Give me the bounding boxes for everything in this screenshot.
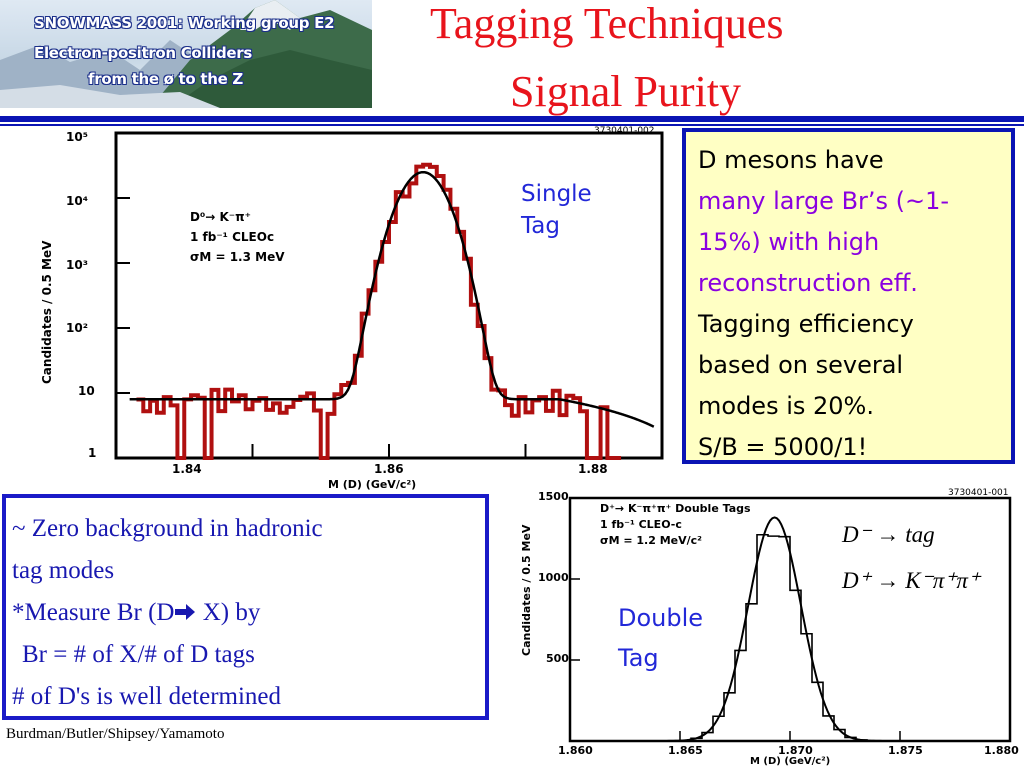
y-tick-label: 10 xyxy=(78,384,95,398)
info-line: Br = # of X/# of D tags xyxy=(22,641,255,668)
double-tag-label-line: Tag xyxy=(618,644,659,672)
legend-resolution: σM = 1.3 MeV xyxy=(190,250,285,264)
x-tick-label: 1.86 xyxy=(374,462,404,476)
conference-banner: SNOWMASS 2001: Working group E2 Electron… xyxy=(0,0,372,108)
description-line: based on several xyxy=(698,351,904,379)
y-tick-label: 10² xyxy=(66,321,88,335)
info-line: tag modes xyxy=(12,557,115,584)
single-tag-label-line: Tag xyxy=(521,213,560,239)
x-tick-label: 1.84 xyxy=(172,462,202,476)
equation-decay: D⁺ → K⁻π⁺π⁺ xyxy=(842,568,981,593)
title-divider-thin xyxy=(0,124,1024,126)
legend-resolution: σM = 1.2 MeV/c² xyxy=(600,534,702,547)
legend-luminosity: 1 fb⁻¹ CLEOc xyxy=(190,230,275,244)
x-tick-label: 1.865 xyxy=(668,744,703,757)
plot-id-tag: 3730401-002 xyxy=(594,126,655,136)
author-footer: Burdman/Butler/Shipsey/Yamamoto xyxy=(6,726,225,742)
description-line: S/B = 5000/1! xyxy=(698,433,868,461)
description-line: D mesons have xyxy=(698,146,884,174)
single-tag-histogram xyxy=(114,131,664,460)
x-tick-label: 1.860 xyxy=(558,744,593,757)
y-tick-label: 10⁴ xyxy=(66,194,88,208)
y-axis-label: Candidates / 0.5 MeV xyxy=(520,524,533,656)
equation-tag: D⁻ → tag xyxy=(842,522,935,547)
single-tag-fit-curve xyxy=(129,170,655,428)
info-line: # of D's is well determined xyxy=(12,683,282,710)
legend-decay: D⁰→ K⁻π⁺ xyxy=(190,210,251,224)
banner-line-3: from the ø to the Z xyxy=(88,70,243,88)
title-divider xyxy=(0,116,1024,122)
description-line-highlight: 15%) with high xyxy=(698,228,880,256)
info-box: ~ Zero background in hadronic tag modes … xyxy=(2,494,489,720)
double-tag-label: Double Tag xyxy=(618,598,738,678)
y-tick-label: 1 xyxy=(88,446,97,460)
y-tick-label: 500 xyxy=(546,652,569,665)
description-line: Tagging efficiency xyxy=(698,310,914,338)
right-arrow-icon xyxy=(175,604,196,620)
x-tick-label: 1.880 xyxy=(984,744,1019,757)
description-line-highlight: many large Br’s (~1- xyxy=(698,187,950,215)
info-line-part: *Measure Br (D xyxy=(12,599,175,626)
description-line-highlight: reconstruction eff. xyxy=(698,269,918,297)
y-tick-label: 10⁵ xyxy=(66,130,88,144)
y-tick-label: 10³ xyxy=(66,258,88,272)
double-tag-plot: Candidates / 0.5 MeV 1500 1000 500 1.860… xyxy=(508,486,1024,768)
double-tag-label-line: Double xyxy=(618,604,704,632)
description-box: D mesons have many large Br’s (~1- 15%) … xyxy=(682,128,1015,464)
info-line-part: X) by xyxy=(196,599,261,626)
x-tick-label: 1.875 xyxy=(888,744,923,757)
mountain-image xyxy=(0,0,372,108)
x-axis-label: M (D) (GeV/c²) xyxy=(328,478,417,491)
legend-decay: D⁺→ K⁻π⁺π⁺ Double Tags xyxy=(600,502,751,515)
plot-id-tag: 3730401-001 xyxy=(948,488,1009,498)
single-tag-label-line: Single xyxy=(521,181,592,207)
double-tag-fit-curve xyxy=(625,516,933,742)
y-tick-label: 1000 xyxy=(538,571,569,584)
y-tick-label: 1500 xyxy=(538,490,569,503)
banner-line-2: Electron-positron Colliders xyxy=(34,44,252,62)
y-axis-label: Candidates / 0.5 MeV xyxy=(40,240,54,384)
single-tag-plot: Candidates / 0.5 MeV 10⁵ 10⁴ 10³ 10² 10 … xyxy=(38,126,666,491)
x-tick-label: 1.870 xyxy=(778,744,813,757)
info-line-measure: *Measure Br (D X) by xyxy=(12,592,485,634)
slide-title-line-1: Tagging Techniques xyxy=(430,0,784,48)
description-line: modes is 20%. xyxy=(698,392,874,420)
x-tick-label: 1.88 xyxy=(578,462,608,476)
info-line: ~ Zero background in hadronic xyxy=(12,515,323,542)
double-tag-histogram xyxy=(568,496,1012,743)
slide-title-line-2: Signal Purity xyxy=(510,67,742,116)
banner-line-1: SNOWMASS 2001: Working group E2 xyxy=(34,14,335,32)
single-tag-label: Single Tag xyxy=(521,178,631,242)
legend-luminosity: 1 fb⁻¹ CLEO-c xyxy=(600,518,682,531)
x-axis-label: M (D) (GeV/c²) xyxy=(750,756,831,767)
